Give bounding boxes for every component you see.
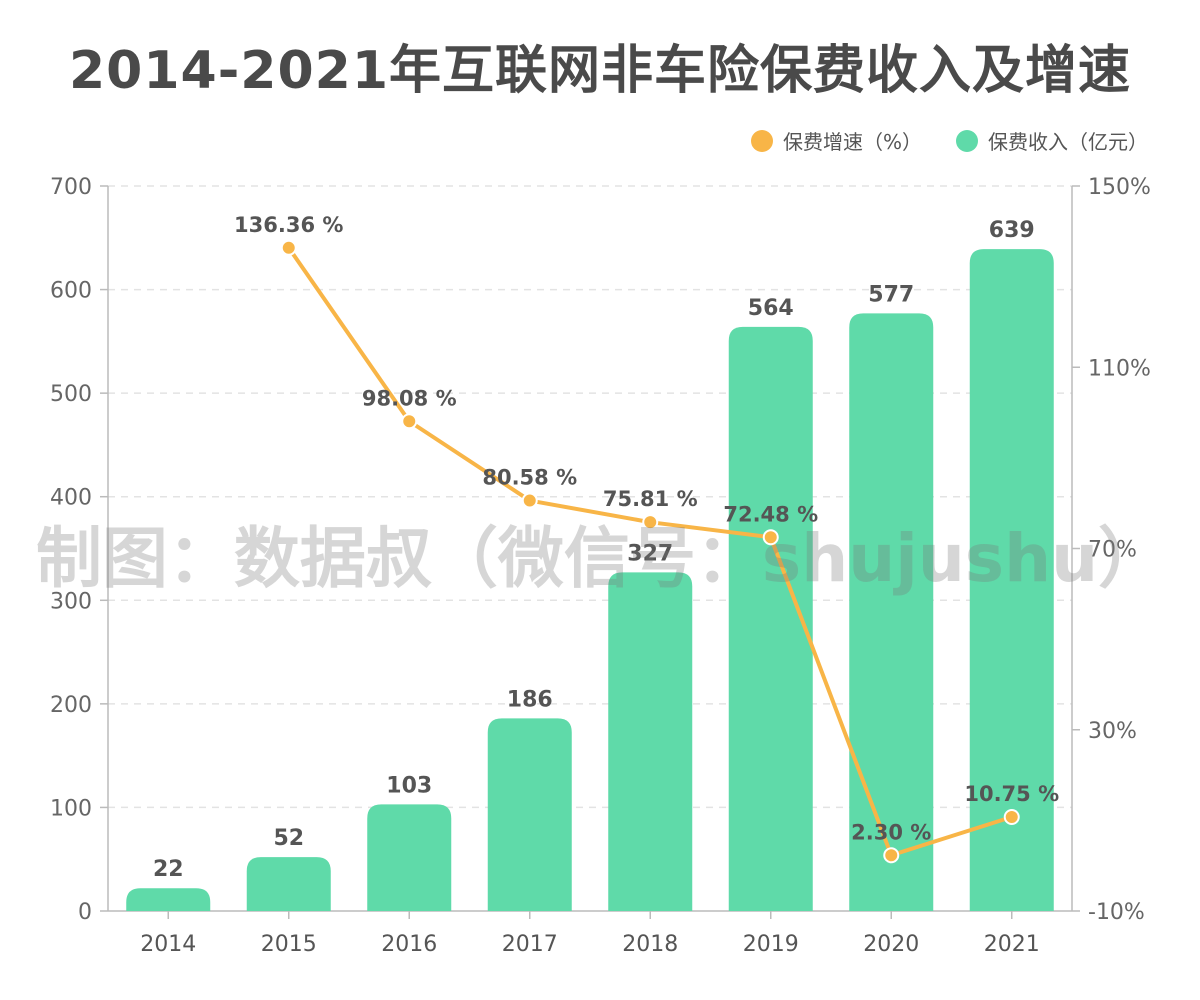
growth-point-2018 [642, 514, 659, 531]
bar-label-2015: 52 [273, 826, 304, 851]
growth-point-2021 [1003, 808, 1020, 825]
x-tick-label-2020: 2020 [863, 932, 919, 957]
growth-point-2015 [280, 239, 297, 256]
growth-point-2016 [401, 413, 418, 430]
x-tick-label-2015: 2015 [261, 932, 317, 957]
legend-item-growth[interactable]: 保费增速（%） [750, 126, 922, 155]
growth-label-2016: 98.08 % [362, 386, 457, 410]
y-left-tick-label: 300 [50, 589, 92, 614]
x-tick-label-2019: 2019 [743, 932, 799, 957]
bar-label-2018: 327 [627, 541, 673, 566]
bar-2017 [487, 718, 572, 911]
y-right-tick-label: 150% [1088, 175, 1151, 200]
y-left-tick-label: 200 [50, 693, 92, 718]
growth-label-2019: 72.48 % [723, 502, 818, 526]
bar-2018 [608, 572, 693, 911]
y-left-tick-label: 0 [78, 900, 92, 925]
y-left-tick-label: 600 [50, 279, 92, 304]
y-right-tick-label: -10% [1088, 900, 1145, 925]
bar-label-2016: 103 [386, 773, 432, 798]
bar-2019 [728, 326, 813, 911]
growth-label-2018: 75.81 % [603, 487, 698, 511]
bar-label-2017: 186 [507, 687, 553, 712]
growth-point-2017 [521, 492, 538, 509]
growth-label-2021: 10.75 % [964, 782, 1059, 806]
x-tick-label-2014: 2014 [140, 932, 196, 957]
legend-label-growth: 保费增速（%） [782, 130, 922, 154]
growth-label-2015: 136.36 % [234, 213, 343, 237]
x-tick-label-2018: 2018 [622, 932, 678, 957]
bar-2021 [969, 249, 1054, 911]
y-left-tick-label: 500 [50, 382, 92, 407]
y-left-tick-label: 700 [50, 175, 92, 200]
x-tick-label-2021: 2021 [984, 932, 1040, 957]
legend-label-revenue: 保费收入（亿元） [988, 130, 1148, 154]
y-left-tick-label: 100 [50, 796, 92, 821]
bar-2016 [367, 804, 452, 911]
y-right-tick-label: 110% [1088, 356, 1151, 381]
growth-point-2020 [883, 847, 900, 864]
bar-2015 [246, 857, 331, 911]
bar-2020 [849, 313, 934, 912]
legend: 保费增速（%） 保费收入（亿元） [750, 126, 1148, 155]
y-left-tick-label: 400 [50, 486, 92, 511]
legend-swatch-growth [750, 129, 773, 152]
growth-label-2017: 80.58 % [482, 466, 577, 490]
bar-label-2021: 639 [989, 218, 1035, 243]
bar-label-2014: 22 [153, 857, 184, 882]
growth-label-2020: 2.30 % [851, 820, 931, 844]
bar-label-2020: 577 [868, 282, 914, 307]
x-tick-label-2016: 2016 [381, 932, 437, 957]
y-right-tick-label: 70% [1088, 538, 1137, 563]
chart-title: 2014-2021年互联网非车险保费收入及增速 [68, 41, 1132, 101]
legend-swatch-revenue [956, 129, 978, 152]
bar-label-2019: 564 [748, 296, 794, 321]
growth-point-2019 [762, 529, 779, 546]
x-tick-label-2017: 2017 [502, 932, 558, 957]
legend-item-revenue[interactable]: 保费收入（亿元） [956, 126, 1148, 155]
bar-2014 [126, 888, 211, 911]
y-right-tick-label: 30% [1088, 719, 1137, 744]
